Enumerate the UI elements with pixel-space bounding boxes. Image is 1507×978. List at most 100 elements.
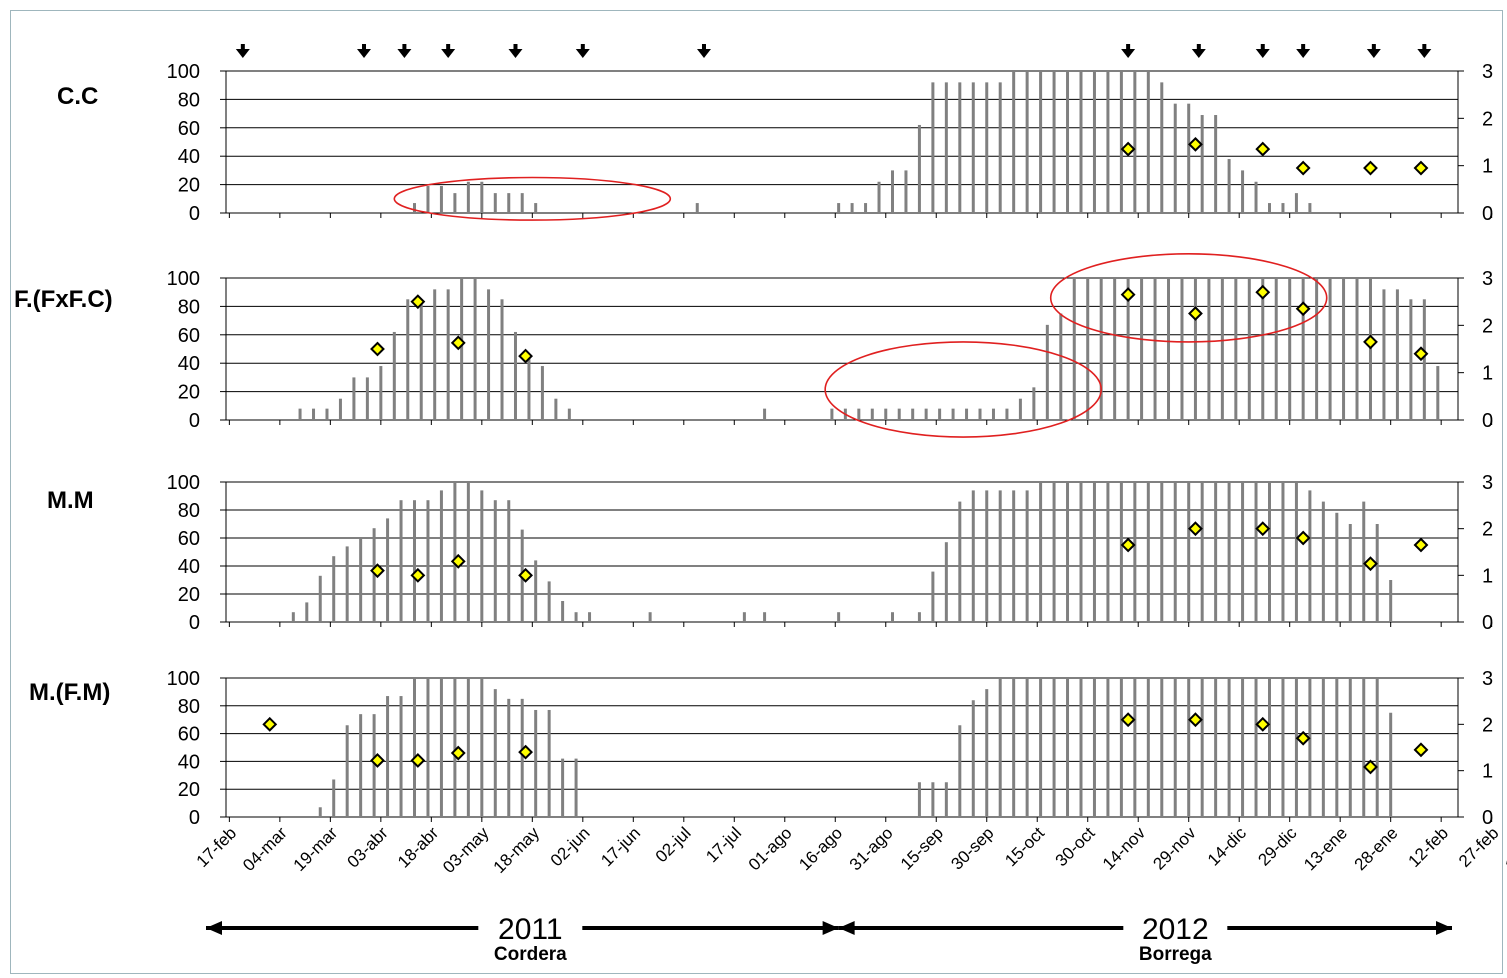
- point-marker: [1188, 306, 1203, 321]
- bar: [426, 500, 430, 622]
- bar: [1025, 490, 1029, 622]
- x-tick-label: 03-abr: [343, 823, 391, 871]
- point-marker: [1120, 141, 1136, 157]
- x-tick-label: 27-feb: [1455, 823, 1503, 871]
- x-tick-label: 18-may: [490, 823, 544, 877]
- y-left-tick-label: 40: [178, 751, 200, 773]
- y-left-tick-label: 20: [178, 175, 200, 197]
- bar: [1348, 678, 1352, 817]
- timeline-subtitle: Cordera: [494, 944, 567, 965]
- y-right-tick-label: 0: [1482, 203, 1493, 225]
- bar: [904, 170, 908, 213]
- bar: [938, 408, 942, 420]
- y-left-tick-label: 0: [189, 807, 200, 829]
- x-tick-label: 03-may: [439, 823, 493, 877]
- y-left-tick-label: 80: [178, 296, 200, 318]
- bar: [460, 278, 464, 420]
- bar: [944, 782, 948, 817]
- bar: [513, 331, 517, 420]
- bar: [1281, 678, 1285, 817]
- bar: [1167, 278, 1171, 420]
- bar: [574, 758, 578, 817]
- bar: [870, 408, 874, 420]
- bar: [419, 299, 423, 420]
- event-arrow-marker: [1296, 49, 1311, 58]
- event-arrow-stem: [1301, 44, 1306, 50]
- bar: [1254, 678, 1258, 817]
- bar: [985, 490, 989, 622]
- bar: [493, 689, 497, 817]
- x-tick-label: 18-abr: [394, 823, 442, 871]
- bar: [971, 490, 975, 622]
- bar: [978, 408, 982, 420]
- bar: [1193, 278, 1197, 420]
- bar: [372, 528, 376, 622]
- x-tick-label: 29-nov: [1149, 823, 1200, 874]
- chart-frame: [10, 10, 1503, 974]
- y-left-tick-label: 20: [178, 584, 200, 606]
- bar: [998, 490, 1002, 622]
- point-marker: [450, 335, 466, 351]
- bar: [1133, 678, 1137, 817]
- bar: [1066, 678, 1070, 817]
- bar: [561, 758, 565, 817]
- event-arrow-stem: [1196, 44, 1201, 50]
- bar: [426, 186, 430, 213]
- bar: [1099, 278, 1103, 420]
- bar: [1187, 482, 1191, 622]
- point-marker: [518, 744, 533, 760]
- bar: [534, 203, 538, 213]
- bar: [379, 366, 383, 420]
- bar: [500, 299, 504, 420]
- bar: [991, 408, 995, 420]
- event-arrow-stem: [1371, 44, 1376, 50]
- bar: [399, 500, 403, 622]
- y-right-tick-label: 0: [1482, 612, 1493, 634]
- timeline-arrowhead: [822, 921, 839, 935]
- panel-label: M.M: [47, 487, 94, 514]
- bar: [1187, 678, 1191, 817]
- bar: [1241, 482, 1245, 622]
- event-arrow-marker: [235, 49, 250, 58]
- bar: [1079, 678, 1083, 817]
- bar: [332, 556, 336, 622]
- bar: [1274, 278, 1278, 420]
- event-arrow-marker: [696, 49, 711, 58]
- bar: [695, 203, 699, 213]
- bar: [917, 612, 921, 622]
- bar: [413, 203, 417, 213]
- point-marker: [262, 716, 278, 732]
- bar: [1180, 278, 1184, 420]
- bar: [944, 542, 948, 622]
- bar: [588, 612, 592, 622]
- event-arrow-marker: [1417, 49, 1432, 58]
- point-marker: [1295, 160, 1311, 176]
- bar: [345, 546, 349, 622]
- point-marker: [1255, 521, 1271, 537]
- bar: [931, 782, 935, 817]
- y-right-tick-label: 0: [1482, 807, 1493, 829]
- bar: [534, 560, 538, 622]
- x-tick-label: 31-ago: [846, 823, 897, 874]
- panel-2: 0 20 40 60 80 100 0 1 2 3 F.(FxF.C): [14, 268, 1493, 432]
- x-tick-label: 02-jun: [547, 823, 594, 870]
- x-tick-label: 17-feb: [193, 823, 241, 871]
- bar: [520, 698, 524, 817]
- bar: [466, 181, 470, 213]
- bar: [1267, 678, 1271, 817]
- bar: [985, 689, 989, 817]
- panel-3: 0 20 40 60 80 100 0 1 2 3 M.M: [47, 472, 1493, 634]
- panel-label: C.C: [57, 83, 98, 110]
- event-arrow-stem: [446, 44, 451, 50]
- bar: [507, 193, 511, 213]
- y-left-tick-label: 100: [167, 472, 200, 494]
- y-left-tick-label: 0: [189, 410, 200, 432]
- x-tick-label: 17-jun: [597, 823, 644, 870]
- bar: [291, 612, 295, 622]
- bar: [298, 408, 302, 420]
- x-tick-label: 14-nov: [1099, 823, 1150, 874]
- bar: [742, 612, 746, 622]
- bar: [1254, 482, 1258, 622]
- bar: [1106, 71, 1110, 213]
- event-arrow-stem: [580, 44, 585, 50]
